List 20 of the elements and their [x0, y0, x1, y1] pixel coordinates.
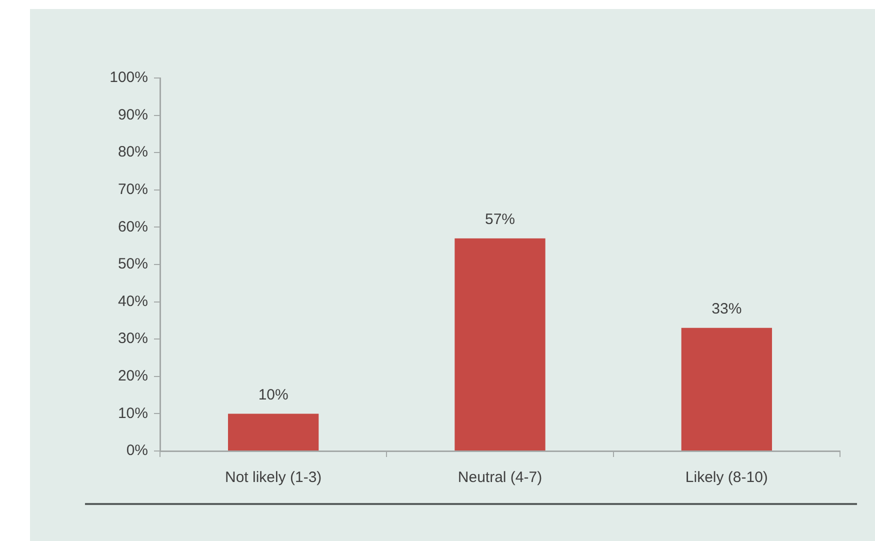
y-tick-label: 20%: [118, 368, 148, 385]
bar: [454, 238, 546, 450]
y-tick-label: 90%: [118, 106, 148, 124]
y-tick-label: 0%: [126, 442, 148, 460]
y-tick-label: 10%: [118, 404, 148, 422]
y-tick-label: 60%: [118, 218, 148, 236]
bar: [228, 414, 319, 450]
y-tick-label: 30%: [118, 330, 148, 348]
x-tick-label: Not likely (1-3): [224, 469, 322, 486]
data-label: 10%: [258, 386, 288, 404]
y-tick-label: 50%: [118, 256, 148, 273]
y-tick-label: 100%: [110, 69, 148, 86]
y-tick-label: 80%: [118, 144, 148, 161]
x-tick-label: Likely (8-10): [685, 469, 768, 486]
data-label: 33%: [712, 300, 742, 318]
x-tick-label: Neutral (4-7): [458, 469, 542, 486]
data-label: 57%: [484, 211, 516, 228]
y-tick-label: 70%: [118, 181, 148, 198]
y-tick-label: 40%: [118, 292, 148, 310]
bar: [681, 328, 772, 450]
